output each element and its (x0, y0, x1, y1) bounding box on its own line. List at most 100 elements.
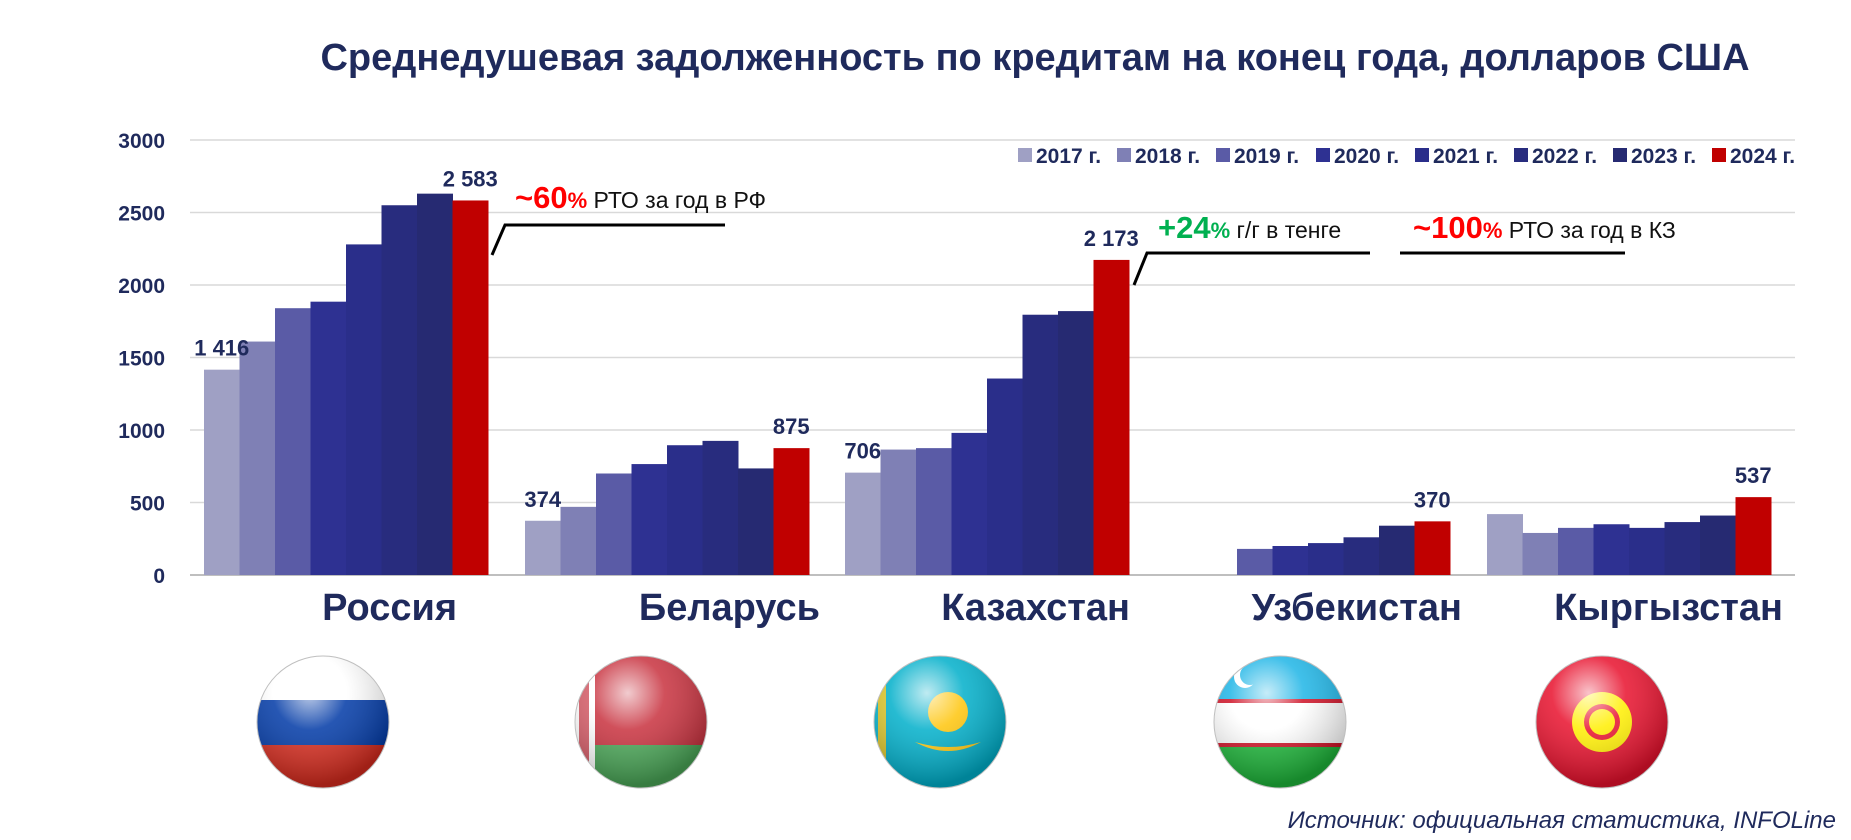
legend-swatch (1613, 148, 1627, 162)
bar (1629, 527, 1665, 575)
annotation: +24% г/г в тенге (1158, 210, 1341, 245)
callout-line-russia (490, 223, 725, 256)
data-label: 2 173 (1084, 226, 1139, 251)
y-tick-label: 500 (130, 493, 165, 516)
annotation-percent: % (1483, 218, 1503, 243)
kyrgyzstan-flag-icon (1535, 655, 1669, 789)
y-tick-label: 2500 (118, 203, 165, 226)
y-tick-label: 2000 (118, 275, 165, 298)
bar (417, 193, 453, 575)
bar (1522, 532, 1559, 575)
bar (381, 205, 418, 575)
bar (560, 506, 597, 575)
bar (1308, 543, 1344, 575)
category-labels: Россия Беларусь Казахстан Узбекистан Кыргызс… (322, 587, 1783, 629)
y-axis: 0 500 1000 1500 2000 2500 3000 (118, 130, 165, 588)
category-label: Кыргызстан (1554, 587, 1783, 629)
bar (1343, 537, 1380, 575)
annotation: ~100% РТО за год в КЗ (1413, 210, 1676, 245)
bar (1022, 314, 1059, 575)
bar (204, 369, 240, 575)
callout-lines (490, 223, 1625, 286)
bar (1487, 514, 1523, 575)
y-tick-label: 0 (153, 565, 165, 588)
chart-title: Среднедушевая задолженность по кредитам … (320, 37, 1749, 79)
category-label: Беларусь (639, 587, 820, 629)
uzbekistan-flag-icon (1213, 655, 1347, 789)
bars (204, 193, 1772, 575)
legend-swatch (1316, 148, 1330, 162)
annotation-percent: % (1211, 218, 1231, 243)
bar (239, 341, 276, 575)
annotation-value: +24 (1158, 210, 1211, 245)
data-label: 2 583 (443, 166, 498, 191)
bar (702, 440, 739, 575)
annotation-value: ~100 (1413, 210, 1483, 245)
annotations: ~60% РТО за год в РФ +24% г/г в тенге ~100… (515, 180, 1676, 245)
annotation-percent: % (568, 188, 588, 213)
legend-swatch (1514, 148, 1528, 162)
legend-label: 2024 г. (1730, 145, 1795, 168)
bar (951, 432, 988, 575)
bar (275, 308, 311, 575)
data-label: 374 (524, 487, 561, 512)
legend-label: 2018 г. (1135, 145, 1200, 168)
bar (1272, 546, 1309, 575)
legend: 2017 г. 2018 г. 2019 г. 2020 г. 2021 г. 2022 … (1018, 145, 1795, 168)
legend-swatch (1216, 148, 1230, 162)
legend-label: 2019 г. (1234, 145, 1299, 168)
bar (1735, 497, 1772, 575)
legend-label: 2021 г. (1433, 145, 1498, 168)
legend-swatch (1117, 148, 1131, 162)
legend-swatch (1018, 148, 1032, 162)
category-label: Узбекистан (1251, 587, 1462, 629)
bar (667, 445, 703, 575)
legend-label: 2020 г. (1334, 145, 1399, 168)
annotation-text: РТО за год в КЗ (1502, 217, 1675, 243)
bar (1558, 527, 1594, 575)
legend-swatch (1712, 148, 1726, 162)
y-tick-label: 1500 (118, 348, 165, 371)
source-note: Источник: официальная статистика, INFOLi… (1288, 807, 1836, 834)
data-label: 875 (773, 414, 810, 439)
category-label: Казахстан (941, 587, 1130, 629)
bar (845, 472, 881, 575)
bar (1093, 259, 1130, 575)
bar (987, 378, 1023, 575)
annotation-value: ~60 (515, 180, 568, 215)
bar (1058, 311, 1094, 575)
belarus-flag-icon (574, 655, 708, 789)
bar (596, 473, 632, 575)
data-label: 537 (1735, 463, 1772, 488)
bar (310, 301, 347, 575)
bar (346, 244, 382, 575)
annotation-text: г/г в тенге (1230, 217, 1341, 243)
bar (1414, 521, 1451, 575)
bar (452, 200, 489, 575)
legend-label: 2023 г. (1631, 145, 1696, 168)
bar (916, 448, 952, 575)
russia-flag-icon (256, 655, 390, 789)
bar (1664, 522, 1701, 575)
y-tick-label: 1000 (118, 420, 165, 443)
data-labels: 1 416 2 583 374 875 706 2 173 370 537 (194, 166, 1771, 512)
category-label: Россия (322, 587, 457, 629)
callout-line-kazakhstan (1132, 251, 1370, 286)
bar (1379, 525, 1415, 575)
kazakhstan-flag-icon (873, 655, 1007, 789)
bar (1593, 524, 1630, 575)
legend-label: 2022 г. (1532, 145, 1597, 168)
bar (631, 464, 668, 575)
bar (1700, 515, 1736, 575)
annotation: ~60% РТО за год в РФ (515, 180, 766, 215)
bar (880, 449, 917, 575)
bar (525, 520, 561, 575)
y-tick-label: 3000 (118, 130, 165, 153)
legend-swatch (1415, 148, 1429, 162)
data-label: 370 (1414, 487, 1451, 512)
bar (773, 448, 810, 575)
data-label: 1 416 (194, 336, 249, 361)
annotation-text: РТО за год в РФ (587, 187, 766, 213)
